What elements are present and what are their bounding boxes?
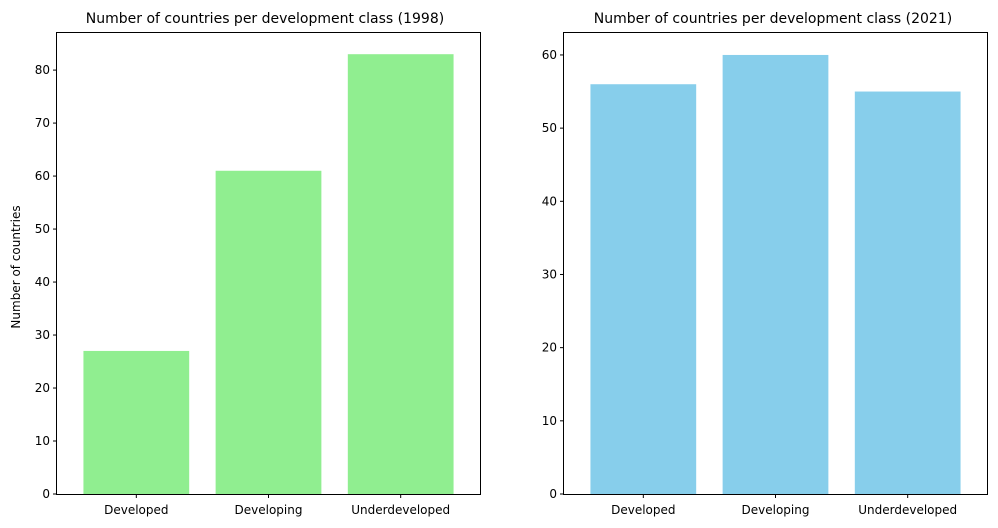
chart-1998-xtick-label: Underdeveloped [351, 503, 450, 517]
chart-1998-bars [83, 54, 454, 494]
chart-2021-bar-developing [722, 54, 829, 494]
chart-2021-frame [563, 32, 988, 495]
chart-1998-xtick-label: Developing [235, 503, 303, 517]
chart-1998-ytick-label: 60 [35, 169, 50, 183]
chart-1998-yticks: 0 10 20 30 40 50 60 70 80 [35, 63, 57, 501]
chart-1998-xtick-label: Developed [104, 503, 168, 517]
chart-2021-xticks: Developed Developing Underdeveloped [611, 494, 957, 517]
chart-2021: Number of countries per development clas… [542, 11, 988, 517]
chart-2021-yticks: 0 10 20 30 40 50 60 [542, 48, 564, 501]
chart-1998-xticks: Developed Developing Underdeveloped [104, 494, 450, 517]
chart-1998-bar-underdeveloped [347, 54, 454, 494]
chart-2021-ytick-label: 0 [549, 487, 557, 501]
chart-1998: Number of countries per development clas… [9, 11, 481, 517]
chart-2021-ytick-label: 30 [542, 267, 557, 281]
chart-1998-title: Number of countries per development clas… [86, 11, 444, 27]
chart-2021-bars [590, 54, 961, 495]
chart-2021-ytick-label: 60 [542, 48, 557, 62]
chart-1998-ytick-label: 80 [35, 63, 50, 77]
chart-2021-title: Number of countries per development clas… [594, 11, 952, 27]
chart-2021-bar-underdeveloped [854, 91, 961, 495]
chart-1998-ytick-label: 20 [35, 381, 50, 395]
chart-2021-ytick-label: 20 [542, 341, 557, 355]
chart-1998-ylabel: Number of countries [9, 205, 23, 328]
chart-1998-ytick-label: 30 [35, 328, 50, 342]
chart-2021-xtick-label: Underdeveloped [858, 503, 957, 517]
chart-2021-xtick-label: Developing [742, 503, 810, 517]
chart-2021-ytick-label: 50 [542, 121, 557, 135]
chart-1998-bar-developing [215, 170, 322, 494]
chart-2021-xtick-label: Developed [611, 503, 675, 517]
chart-1998-ytick-label: 50 [35, 222, 50, 236]
chart-1998-ytick-label: 40 [35, 275, 50, 289]
chart-1998-frame [56, 32, 481, 495]
chart-2021-ytick-label: 40 [542, 194, 557, 208]
chart-1998-ytick-label: 70 [35, 116, 50, 130]
chart-1998-ytick-label: 10 [35, 434, 50, 448]
chart-1998-ytick-label: 0 [42, 487, 50, 501]
chart-2021-bar-developed [590, 84, 697, 494]
chart-2021-ytick-label: 10 [542, 414, 557, 428]
chart-1998-bar-developed [83, 350, 190, 494]
